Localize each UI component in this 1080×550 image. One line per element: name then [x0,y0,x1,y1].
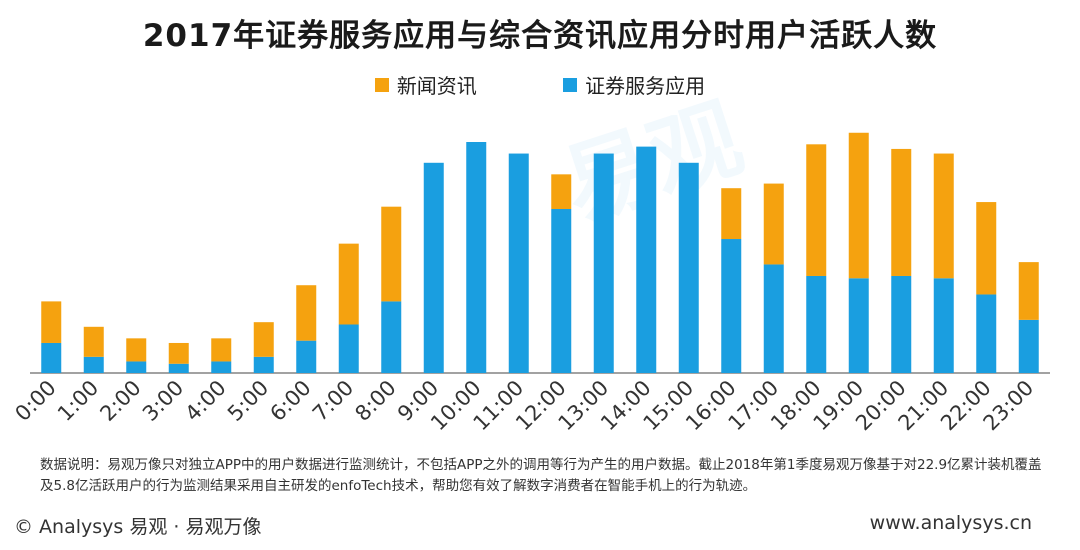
bar-securities-1100 [508,153,529,373]
x-tick-label: 1:00 [53,376,103,426]
bar-securities-1500 [678,162,699,373]
bar-securities-2000 [891,275,912,373]
bar-securities-1200 [551,208,572,373]
bar-news-800 [381,206,402,302]
bar-securities-1300 [593,153,614,373]
footer-url[interactable]: www.analysys.cn [869,512,1032,534]
bar-securities-400 [211,361,232,373]
bar-news-600 [296,285,317,341]
x-tick-label: 8:00 [350,376,400,426]
bar-news-2200 [976,202,997,295]
bar-securities-1700 [763,264,784,373]
bar-securities-100 [83,356,104,373]
legend-label-news: 新闻资讯 [396,74,477,98]
bar-securities-500 [253,356,274,373]
bar-news-2300 [1018,262,1039,320]
bar-news-300 [168,342,189,364]
x-tick-label: 6:00 [265,376,315,426]
bar-securities-200 [126,361,147,373]
bar-news-400 [211,338,232,362]
bar-securities-1000 [466,142,487,373]
bar-securities-1800 [806,275,827,373]
stacked-bar-chart: 0:001:002:003:004:005:006:007:008:009:00… [10,132,1050,435]
bar-news-700 [338,243,359,325]
bar-securities-2100 [933,278,954,373]
x-tick-label: 2:00 [95,376,145,426]
legend-label-securities: 证券服务应用 [585,74,706,98]
bar-news-000 [41,301,62,343]
bar-news-1700 [763,183,784,265]
bar-securities-2300 [1018,319,1039,373]
bar-news-100 [83,326,104,357]
bar-securities-700 [338,324,359,373]
legend-item-news: 新闻资讯 [374,70,477,99]
bar-securities-1600 [721,239,742,373]
footer-copyright: © Analysys 易观 · 易观万像 [14,516,262,538]
x-tick-label: 4:00 [180,376,230,426]
x-tick-label: 7:00 [308,376,358,426]
bar-news-1800 [806,144,827,276]
bar-securities-300 [168,363,189,373]
bar-news-1900 [848,132,869,279]
legend-item-securities: 证券服务应用 [563,70,705,99]
legend-swatch-news [374,77,389,92]
legend: 新闻资讯 证券服务应用 [0,70,1080,99]
bar-securities-2200 [976,294,997,373]
bar-news-2100 [933,153,954,279]
bar-news-2000 [891,148,912,276]
chart-title: 2017年证券服务应用与综合资讯应用分时用户活跃人数 [142,18,938,54]
x-tick-label: 0:00 [10,376,60,426]
data-note: 数据说明：易观万像只对独立APP中的用户数据进行监测统计，不包括APP之外的调用… [40,457,1042,494]
bar-securities-600 [296,340,317,373]
bar-news-200 [126,338,147,362]
bar-news-500 [253,322,274,357]
bar-securities-900 [423,162,444,373]
bar-securities-1400 [636,146,657,373]
bar-securities-800 [381,301,402,373]
bar-news-1200 [551,174,572,209]
bar-securities-1900 [848,278,869,373]
bar-news-1600 [721,188,742,240]
legend-swatch-securities [563,77,578,92]
x-tick-label: 3:00 [138,376,188,426]
x-tick-label: 5:00 [223,376,273,426]
bar-securities-000 [41,342,62,373]
